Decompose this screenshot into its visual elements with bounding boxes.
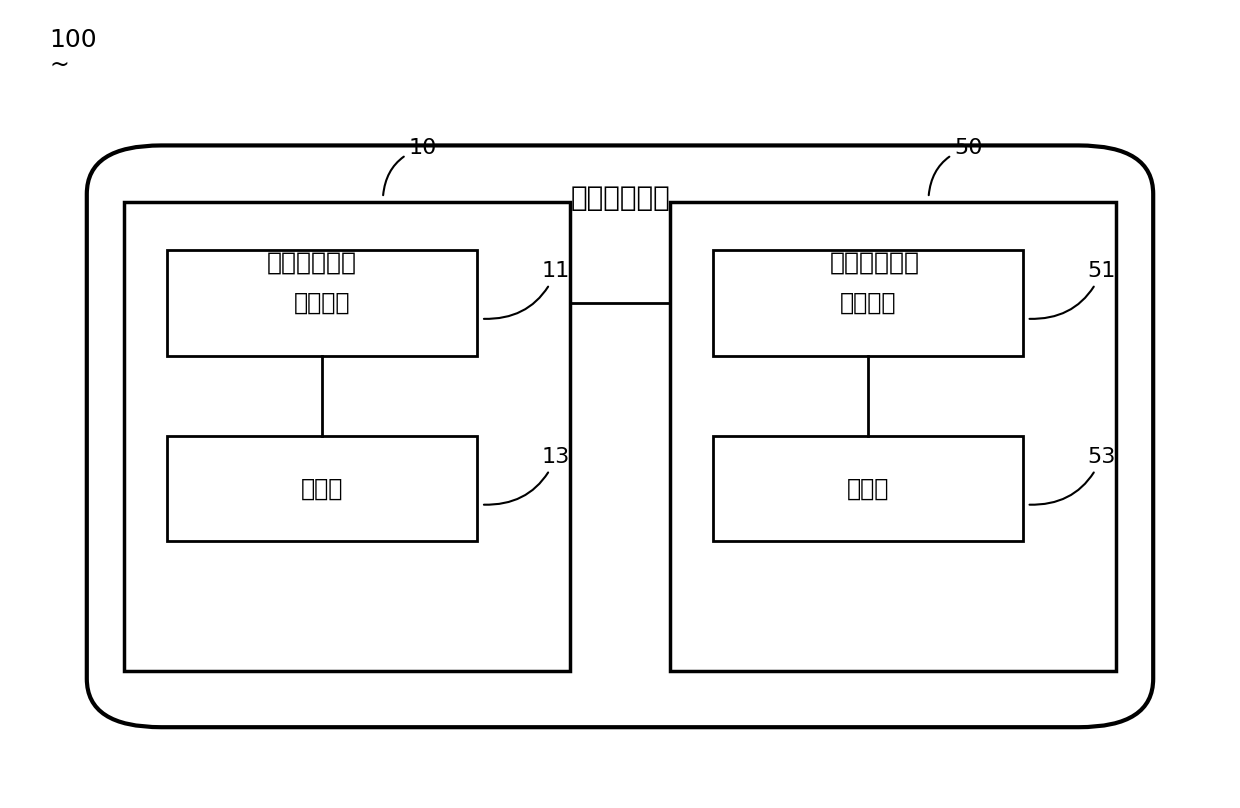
Text: 13: 13 [484, 448, 570, 505]
FancyBboxPatch shape [87, 145, 1153, 727]
Text: 100: 100 [50, 28, 97, 53]
Text: 10: 10 [383, 137, 438, 196]
Text: 视频发送装置: 视频发送装置 [267, 251, 356, 275]
FancyBboxPatch shape [713, 250, 1023, 356]
FancyBboxPatch shape [167, 250, 477, 356]
Text: 主处理器: 主处理器 [839, 291, 897, 315]
Text: 53: 53 [1029, 448, 1116, 505]
Text: 视频接收装置: 视频接收装置 [830, 251, 920, 275]
Text: 显示屏: 显示屏 [847, 477, 889, 501]
FancyBboxPatch shape [713, 436, 1023, 541]
Text: 51: 51 [1029, 262, 1116, 319]
Text: 50: 50 [929, 137, 983, 196]
Text: 11: 11 [484, 262, 570, 319]
Text: 显示器: 显示器 [301, 477, 343, 501]
FancyBboxPatch shape [670, 202, 1116, 671]
FancyBboxPatch shape [124, 202, 570, 671]
Text: ~: ~ [50, 53, 69, 77]
Text: 处理电路: 处理电路 [294, 291, 351, 315]
FancyBboxPatch shape [167, 436, 477, 541]
Text: 视频处理系统: 视频处理系统 [570, 183, 670, 212]
